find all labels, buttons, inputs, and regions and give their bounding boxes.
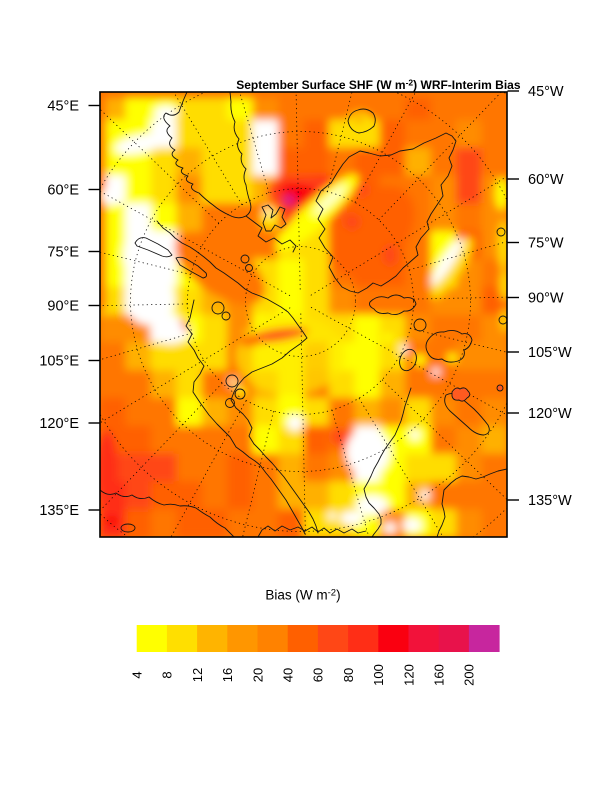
svg-text:120°W: 120°W [528,406,572,422]
svg-text:Bias (W m-2): Bias (W m-2) [265,588,340,603]
svg-text:20: 20 [250,668,265,682]
svg-text:60°W: 60°W [528,172,564,188]
svg-text:90°E: 90°E [47,299,79,315]
svg-text:120°E: 120°E [39,416,79,432]
svg-text:45°W: 45°W [528,84,564,100]
svg-text:September Surface SHF (W m-2): September Surface SHF (W m-2) WRF-Interi… [236,77,521,92]
svg-text:75°W: 75°W [528,236,564,252]
svg-text:60°E: 60°E [47,183,79,199]
svg-text:45°E: 45°E [47,99,79,115]
svg-text:4: 4 [130,671,145,678]
svg-text:200: 200 [462,664,477,686]
svg-text:105°E: 105°E [39,354,79,370]
svg-text:40: 40 [281,668,296,682]
svg-text:80: 80 [341,668,356,682]
svg-text:90°W: 90°W [528,291,564,307]
svg-text:120: 120 [401,664,416,686]
svg-text:135°E: 135°E [39,503,79,519]
svg-text:8: 8 [160,671,175,678]
svg-text:160: 160 [432,664,447,686]
svg-text:135°W: 135°W [528,493,572,509]
svg-text:60: 60 [311,668,326,682]
svg-text:16: 16 [220,668,235,682]
svg-text:105°W: 105°W [528,345,572,361]
svg-text:12: 12 [190,668,205,682]
svg-text:75°E: 75°E [47,245,79,261]
svg-text:100: 100 [371,664,386,686]
